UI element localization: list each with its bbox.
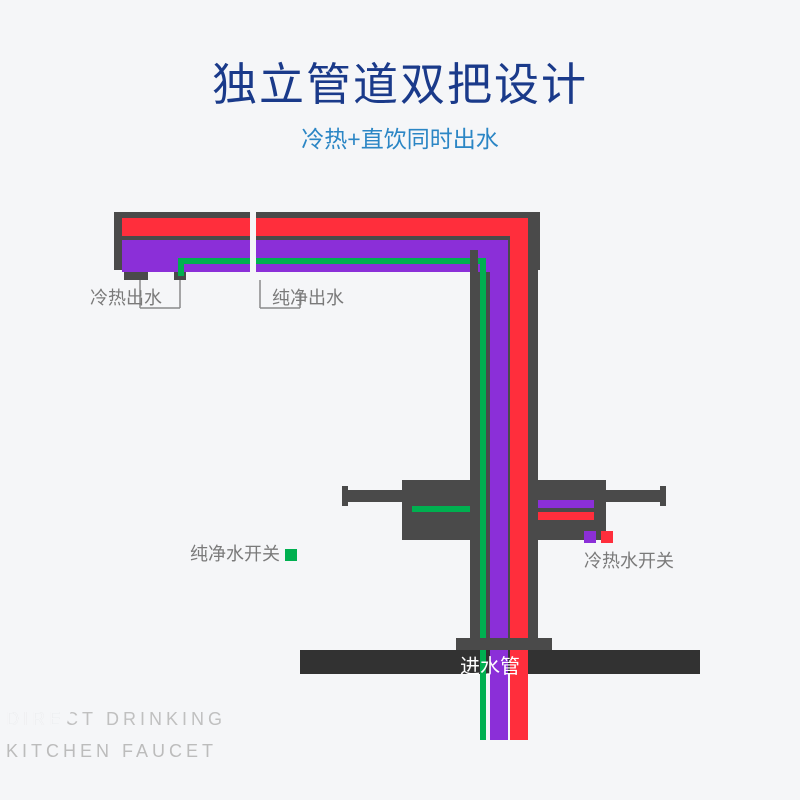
faucet-svg: [100, 180, 700, 740]
main-title: 独立管道双把设计: [0, 48, 800, 113]
faucet-diagram: 冷热出水 纯净出水 纯净水开关 冷热水开关 进水管: [100, 180, 700, 740]
footer-line-2: KITCHEN FAUCET: [6, 741, 217, 762]
swatch-red-icon: [601, 531, 613, 543]
label-hot-cold-outlet: 冷热出水: [90, 284, 162, 310]
swatch-purple-icon: [584, 531, 596, 543]
subtitle: 冷热+直饮同时出水: [0, 120, 800, 154]
label-pure-switch: 纯净水开关: [190, 540, 297, 566]
label-pure-outlet: 纯净出水: [272, 284, 344, 310]
swatch-green-icon: [285, 549, 297, 561]
label-inlet: 进水管: [460, 650, 520, 679]
footer-line-1: DIRECT DRINKING DIRECT DRINKING: [6, 709, 266, 730]
label-hot-cold-switch: 冷热水开关: [584, 526, 674, 573]
